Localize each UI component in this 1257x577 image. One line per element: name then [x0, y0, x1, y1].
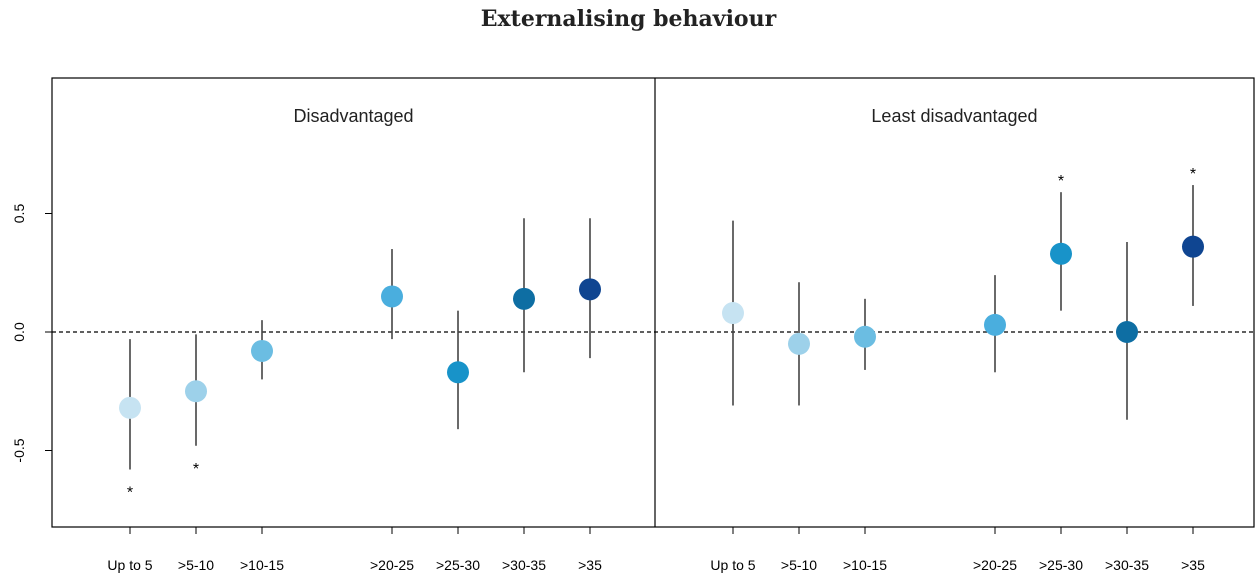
x-tick-label: >30-35 — [1105, 557, 1149, 573]
estimate-point — [1116, 321, 1138, 343]
estimate-point — [119, 396, 141, 419]
x-tick-label: >20-25 — [973, 557, 1017, 573]
estimate-point — [447, 361, 469, 384]
significance-star: * — [193, 461, 199, 478]
x-tick-label: >10-15 — [240, 557, 284, 573]
estimate-point — [185, 380, 207, 403]
estimate-point — [788, 332, 810, 355]
x-tick-label: >20-25 — [370, 557, 414, 573]
estimate-point — [251, 339, 273, 362]
estimate-point — [854, 325, 876, 348]
x-tick-label: >35 — [578, 557, 602, 573]
estimate-point — [579, 278, 601, 301]
estimate-point — [1050, 242, 1072, 265]
x-tick-label: Up to 5 — [710, 557, 755, 573]
y-tick-label: 0.0 — [11, 322, 27, 342]
y-tick-label: 0.5 — [11, 204, 27, 224]
x-tick-label: >5-10 — [178, 557, 214, 573]
x-tick-label: >25-30 — [436, 557, 480, 573]
significance-star: * — [127, 484, 133, 501]
significance-star: * — [1058, 173, 1064, 190]
plot-frame — [51, 77, 1255, 528]
chart-title: Externalising behaviour — [480, 6, 777, 32]
x-tick-label: >35 — [1181, 557, 1205, 573]
estimate-point — [722, 302, 744, 325]
panel-title: Least disadvantaged — [871, 106, 1037, 126]
x-tick-label: >30-35 — [502, 557, 546, 573]
x-tick-label: >5-10 — [781, 557, 817, 573]
estimate-point — [1182, 235, 1204, 258]
estimate-point — [381, 285, 403, 308]
estimate-point — [984, 313, 1006, 336]
estimate-point — [513, 287, 535, 310]
x-tick-label: Up to 5 — [107, 557, 152, 573]
y-tick-label: -0.5 — [11, 438, 27, 462]
x-tick-label: >10-15 — [843, 557, 887, 573]
significance-star: * — [1190, 166, 1196, 183]
panel-title: Disadvantaged — [293, 106, 413, 126]
x-tick-label: >25-30 — [1039, 557, 1083, 573]
